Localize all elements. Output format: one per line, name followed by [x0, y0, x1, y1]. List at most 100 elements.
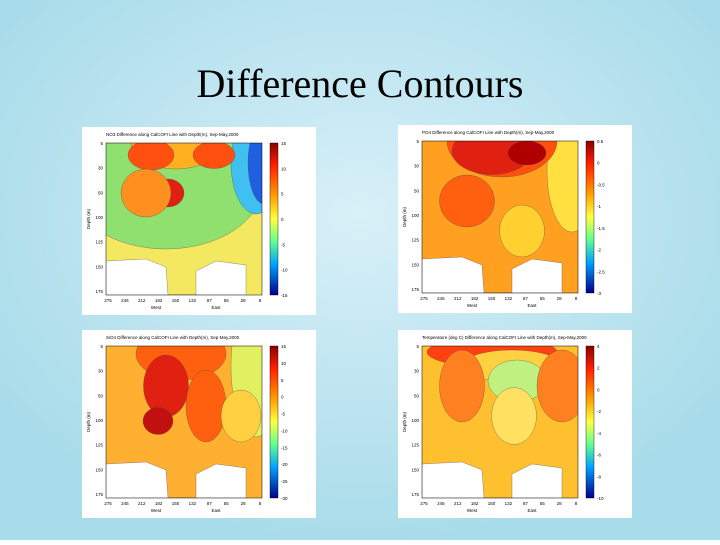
- panel: SiO4 Difference along CalCOFI Line with …: [82, 330, 316, 518]
- y-tick-label: 125: [411, 238, 419, 243]
- x-tick-label: 8: [259, 501, 262, 506]
- y-tick-label: 150: [95, 467, 103, 472]
- x-label-east: East: [527, 303, 537, 308]
- panel-title: SiO4 Difference along CalCOFI Line with …: [106, 335, 240, 340]
- x-tick-label: 275: [104, 501, 112, 506]
- panel: Temperature (deg C) Difference along Cal…: [398, 330, 632, 518]
- colorbar-tick-label: 5: [281, 378, 284, 383]
- contour-plot: [106, 143, 262, 295]
- colorbar-tick-label: -10: [597, 496, 604, 501]
- colorbar-tick-label: -15: [281, 293, 288, 298]
- contour-plot: [422, 141, 578, 293]
- x-tick-label: 150: [488, 296, 496, 301]
- x-tick-label: 245: [437, 501, 445, 506]
- colorbar: [585, 345, 595, 499]
- y-tick-label: 150: [95, 264, 103, 269]
- x-tick-label: 132: [189, 501, 197, 506]
- x-tick-label: 28: [241, 298, 247, 303]
- y-tick-label: 175: [95, 289, 103, 294]
- colorbar-tick-label: -1.5: [597, 226, 605, 231]
- contour-region: [120, 168, 172, 218]
- y-tick-label: 30: [98, 369, 104, 374]
- x-tick-label: 8: [575, 501, 578, 506]
- colorbar: [269, 345, 279, 499]
- contour-region: [142, 407, 174, 435]
- y-axis-label: Depth (m): [86, 209, 91, 230]
- colorbar-tick-label: -8: [597, 474, 601, 479]
- x-tick-label: 150: [488, 501, 496, 506]
- contour-region: [546, 141, 578, 233]
- y-tick-label: 125: [95, 443, 103, 448]
- contour-region: [491, 387, 537, 445]
- contour-region: [499, 204, 545, 258]
- x-label-west: West: [151, 305, 162, 310]
- y-tick-label: 30: [414, 164, 420, 169]
- x-tick-label: 245: [121, 298, 129, 303]
- x-tick-label: 55: [224, 298, 230, 303]
- y-tick-label: 175: [95, 492, 103, 497]
- colorbar-tick-label: 0: [597, 387, 600, 392]
- y-tick-label: 100: [95, 418, 103, 423]
- contour-plot: [422, 346, 578, 498]
- x-tick-label: 150: [172, 298, 180, 303]
- colorbar-tick-label: -20: [281, 462, 288, 467]
- colorbar-tick-label: -2: [597, 248, 601, 253]
- x-tick-label: 28: [241, 501, 247, 506]
- contour-region: [507, 141, 547, 166]
- colorbar-tick-label: 15: [281, 344, 287, 349]
- x-tick-label: 55: [540, 501, 546, 506]
- colorbar-tick-label: -2: [597, 409, 601, 414]
- panel: NO3 Difference along CalCOFI Line with D…: [82, 127, 316, 315]
- x-tick-label: 28: [557, 501, 563, 506]
- contour-region: [185, 369, 227, 443]
- contour-region: [127, 143, 175, 171]
- x-tick-label: 182: [155, 298, 163, 303]
- colorbar-tick-label: 2: [597, 366, 600, 371]
- contour-plot: [106, 346, 262, 498]
- y-axis-label: Depth (m): [402, 412, 407, 433]
- x-tick-label: 87: [523, 296, 529, 301]
- colorbar-tick-label: 5: [281, 192, 284, 197]
- y-tick-label: 150: [411, 262, 419, 267]
- contour-region: [439, 349, 485, 423]
- colorbar-tick-label: -10: [281, 428, 288, 433]
- colorbar-tick-label: 0: [281, 395, 284, 400]
- y-tick-label: 5: [100, 344, 103, 349]
- x-tick-label: 55: [540, 296, 546, 301]
- colorbar-tick-label: -5: [281, 412, 285, 417]
- y-tick-label: 50: [414, 393, 420, 398]
- y-tick-label: 50: [98, 190, 104, 195]
- x-tick-label: 28: [557, 296, 563, 301]
- colorbar-tick-label: -0.5: [597, 182, 605, 187]
- colorbar-tick-label: -5: [281, 242, 285, 247]
- colorbar-tick-label: -6: [597, 453, 601, 458]
- colorbar-tick-label: -3: [597, 291, 601, 296]
- x-label-west: West: [467, 508, 478, 513]
- colorbar-tick-label: 0: [281, 217, 284, 222]
- x-tick-label: 182: [471, 501, 479, 506]
- y-tick-label: 100: [411, 418, 419, 423]
- x-tick-label: 132: [505, 501, 513, 506]
- x-tick-label: 182: [471, 296, 479, 301]
- y-tick-label: 30: [98, 166, 104, 171]
- x-tick-label: 8: [259, 298, 262, 303]
- y-tick-label: 5: [100, 141, 103, 146]
- panel-title: Temperature (deg C) Difference along Cal…: [422, 335, 587, 340]
- colorbar-tick-label: -25: [281, 479, 288, 484]
- y-tick-label: 125: [95, 240, 103, 245]
- x-label-west: West: [151, 508, 162, 513]
- y-tick-label: 175: [411, 492, 419, 497]
- contour-region: [220, 389, 262, 443]
- plot-frame: [421, 345, 579, 499]
- bathymetry: [106, 258, 247, 295]
- colorbar-tick-label: 15: [281, 141, 287, 146]
- contour-region: [143, 354, 189, 418]
- y-tick-label: 5: [416, 139, 419, 144]
- x-tick-label: 275: [420, 501, 428, 506]
- x-tick-label: 87: [207, 501, 213, 506]
- slide-title: Difference Contours: [197, 61, 524, 106]
- x-tick-label: 182: [155, 501, 163, 506]
- colorbar: [585, 140, 595, 294]
